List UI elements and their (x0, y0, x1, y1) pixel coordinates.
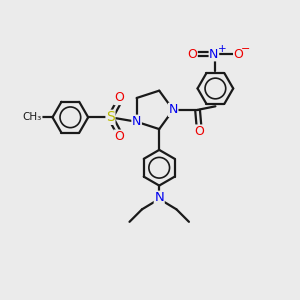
Text: N: N (154, 191, 164, 204)
Text: O: O (114, 92, 124, 104)
Text: +: + (218, 44, 226, 54)
Text: −: − (240, 44, 250, 54)
Text: O: O (114, 130, 124, 143)
Text: N: N (209, 48, 219, 61)
Text: CH₃: CH₃ (23, 112, 42, 122)
Text: O: O (194, 125, 204, 138)
Text: N: N (132, 115, 141, 128)
Text: O: O (187, 48, 197, 61)
Text: O: O (234, 48, 244, 61)
Text: N: N (169, 103, 178, 116)
Text: S: S (106, 110, 115, 124)
